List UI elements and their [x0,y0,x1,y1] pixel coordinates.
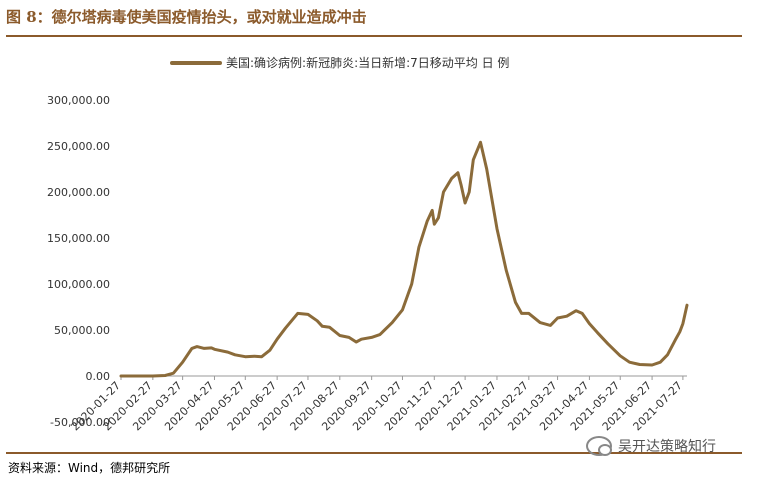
series-line [119,140,689,378]
watermark-text: 吴开达策略知行 [618,439,716,455]
y-tick-label: 150,000.00 [47,232,110,245]
legend-label: 美国:确诊病例:新冠肺炎:当日新增:7日移动平均 日 例 [226,55,509,70]
title-rule [6,35,742,37]
y-tick-label: 300,000.00 [47,94,110,107]
y-axis: -50,000.00 0.00 50,000.00 100,000.00 150,000… [47,94,110,429]
legend: 美国:确诊病例:新冠肺炎:当日新增:7日移动平均 日 例 [170,55,509,70]
y-tick-label: 50,000.00 [54,324,110,337]
y-tick-label: 0.00 [86,370,111,383]
watermark: 吴开达策略知行 [586,436,716,456]
y-tick-label: 100,000.00 [47,278,110,291]
y-tick-label: 250,000.00 [47,140,110,153]
line-chart: 美国:确诊病例:新冠肺炎:当日新增:7日移动平均 日 例 -50,000.00 0… [47,55,689,433]
source-note: 资料来源：Wind，德邦研究所 [8,461,171,475]
wechat-icon [586,436,612,456]
y-tick-label: 200,000.00 [47,186,110,199]
footer-rule [6,452,742,454]
y-tick-label: -50,000.00 [50,416,110,429]
x-axis: 2020-01-272020-02-272020-03-272020-04-27… [69,375,687,433]
series-layer [119,140,689,378]
figure-title: 图 8：德尔塔病毒使美国疫情抬头，或对就业造成冲击 [6,8,367,26]
